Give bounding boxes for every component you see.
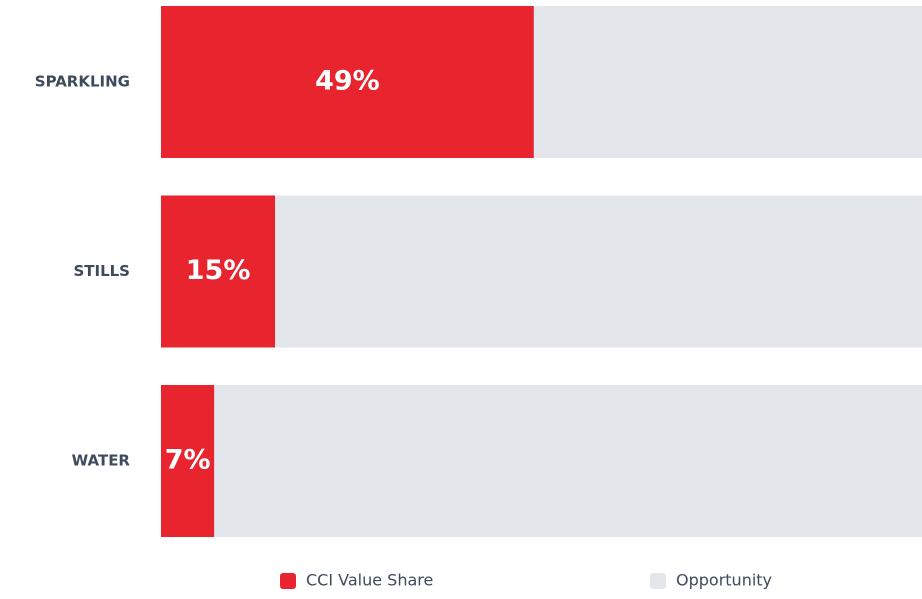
- legend-swatch: [650, 573, 666, 589]
- category-label: STILLS: [73, 262, 130, 280]
- bar-segment: [161, 195, 276, 348]
- bar-segment: [533, 6, 922, 158]
- category-label: SPARKLING: [35, 73, 130, 91]
- bar-segment: [275, 195, 922, 348]
- data-label: 49%: [315, 66, 380, 97]
- bar-segment: [214, 385, 922, 537]
- legend-swatch: [280, 573, 296, 589]
- legend-label: Opportunity: [676, 571, 772, 590]
- legend-label: CCI Value Share: [306, 571, 433, 590]
- category-label: WATER: [72, 452, 131, 470]
- bar-segment: [161, 6, 534, 158]
- data-label: 15%: [186, 255, 251, 286]
- bar-segment: [161, 385, 215, 537]
- data-label: 7%: [165, 445, 211, 476]
